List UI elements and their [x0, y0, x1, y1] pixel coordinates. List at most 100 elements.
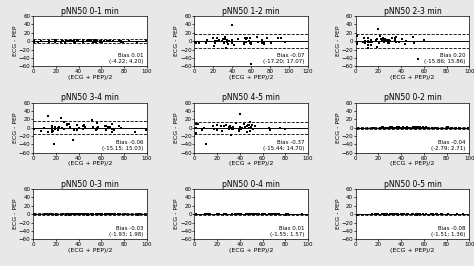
Point	[448, 126, 456, 130]
Point	[210, 127, 218, 131]
Point	[416, 212, 423, 217]
Point	[88, 213, 95, 217]
Y-axis label: ECG - PEP: ECG - PEP	[174, 199, 179, 230]
Text: Bias -0.03
(-1.93; 1.98): Bias -0.03 (-1.93; 1.98)	[109, 226, 143, 237]
Point	[267, 41, 275, 45]
Point	[222, 212, 229, 216]
Point	[118, 39, 125, 43]
Point	[210, 44, 218, 48]
Point	[275, 212, 283, 216]
Point	[224, 41, 232, 46]
Point	[412, 126, 420, 130]
Point	[260, 41, 268, 45]
X-axis label: (ECG + PEP)/2: (ECG + PEP)/2	[68, 75, 112, 80]
Point	[281, 127, 288, 131]
Point	[283, 212, 290, 217]
Point	[390, 125, 398, 130]
Point	[255, 212, 262, 217]
Point	[79, 212, 87, 216]
Y-axis label: ECG - PEP: ECG - PEP	[13, 199, 18, 230]
Point	[388, 212, 395, 217]
Point	[108, 127, 115, 131]
Point	[255, 212, 263, 216]
Point	[266, 128, 273, 132]
Point	[402, 39, 410, 43]
Point	[84, 212, 91, 216]
Point	[191, 40, 199, 44]
Point	[79, 40, 86, 44]
Point	[259, 212, 266, 216]
Point	[52, 213, 59, 217]
Point	[206, 212, 214, 217]
Point	[281, 40, 289, 44]
Point	[73, 212, 81, 216]
Point	[227, 124, 234, 128]
Point	[398, 212, 406, 217]
Point	[103, 39, 111, 43]
Point	[405, 126, 413, 130]
Point	[399, 126, 406, 130]
Title: pNN50 0-5 min: pNN50 0-5 min	[383, 180, 441, 189]
X-axis label: (ECG + PEP)/2: (ECG + PEP)/2	[229, 75, 273, 80]
Point	[273, 212, 280, 217]
Point	[379, 36, 387, 40]
Point	[226, 125, 233, 129]
Point	[251, 124, 259, 128]
Point	[254, 212, 262, 216]
Point	[253, 212, 260, 216]
Point	[55, 126, 62, 131]
Point	[384, 126, 392, 130]
Point	[84, 38, 91, 42]
Point	[30, 39, 38, 44]
Point	[265, 125, 273, 130]
Point	[117, 126, 125, 130]
Point	[202, 142, 210, 146]
Point	[453, 212, 461, 217]
Point	[45, 130, 52, 134]
Point	[387, 39, 394, 44]
Point	[455, 126, 463, 130]
Point	[272, 212, 279, 217]
Point	[420, 126, 428, 130]
Point	[109, 128, 117, 132]
X-axis label: (ECG + PEP)/2: (ECG + PEP)/2	[390, 75, 435, 80]
Point	[411, 125, 419, 129]
Point	[240, 40, 248, 44]
Point	[83, 212, 91, 217]
Point	[131, 130, 139, 134]
Point	[464, 126, 472, 130]
Y-axis label: ECG - PEP: ECG - PEP	[13, 26, 18, 56]
Point	[368, 40, 375, 44]
Point	[46, 38, 53, 43]
X-axis label: (ECG + PEP)/2: (ECG + PEP)/2	[390, 161, 435, 166]
Point	[81, 212, 89, 216]
Point	[393, 126, 401, 130]
Text: Bias -0.08
(-1.51; 1.36): Bias -0.08 (-1.51; 1.36)	[431, 226, 466, 237]
Point	[192, 130, 200, 135]
Point	[284, 212, 292, 217]
Point	[220, 124, 228, 128]
Point	[378, 37, 385, 41]
Text: Bias -0.06
(-15.15; 15.03): Bias -0.06 (-15.15; 15.03)	[102, 140, 143, 151]
Point	[229, 127, 237, 131]
Point	[237, 212, 245, 217]
Point	[222, 212, 229, 217]
Point	[250, 212, 258, 217]
Point	[48, 130, 56, 134]
Point	[71, 40, 79, 45]
Point	[433, 126, 440, 130]
Point	[210, 124, 217, 128]
Point	[48, 124, 56, 128]
Point	[394, 213, 401, 217]
Point	[282, 212, 290, 216]
Point	[48, 128, 55, 132]
Point	[359, 40, 366, 44]
Point	[61, 40, 69, 45]
Point	[390, 212, 397, 217]
Point	[235, 37, 242, 41]
Point	[191, 40, 199, 44]
Point	[418, 126, 425, 130]
Point	[368, 43, 375, 47]
Text: Bias -0.37
(-15.44; 14.70): Bias -0.37 (-15.44; 14.70)	[263, 140, 305, 151]
Point	[201, 212, 209, 217]
